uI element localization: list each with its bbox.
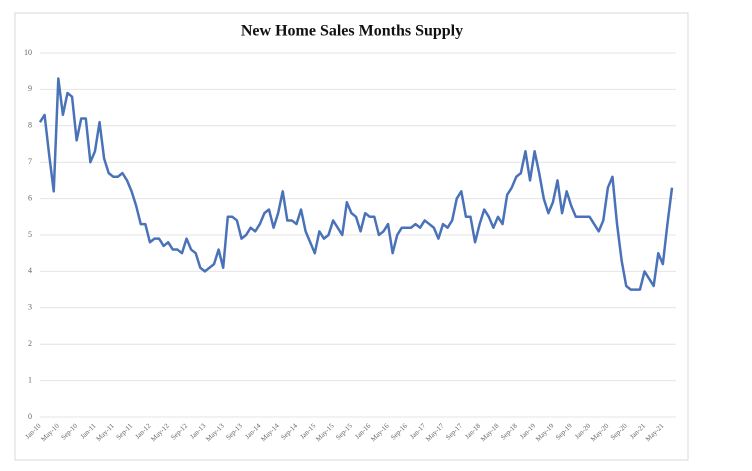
y-tick-label: 9 — [28, 84, 32, 93]
data-line — [38, 77, 674, 291]
y-tick-label: 2 — [28, 339, 32, 348]
y-tick-label: 7 — [28, 157, 32, 166]
chart-frame — [14, 12, 689, 461]
y-tick-label: 6 — [28, 193, 32, 202]
y-tick-label: 0 — [28, 412, 32, 421]
y-tick-label: 1 — [28, 375, 32, 384]
y-tick-label: 5 — [28, 230, 32, 239]
y-tick-label: 8 — [28, 121, 32, 130]
y-tick-label: 10 — [24, 48, 32, 57]
y-tick-label: 4 — [28, 266, 32, 275]
chart-title: New Home Sales Months Supply — [241, 23, 463, 40]
y-tick-label: 3 — [28, 303, 32, 312]
